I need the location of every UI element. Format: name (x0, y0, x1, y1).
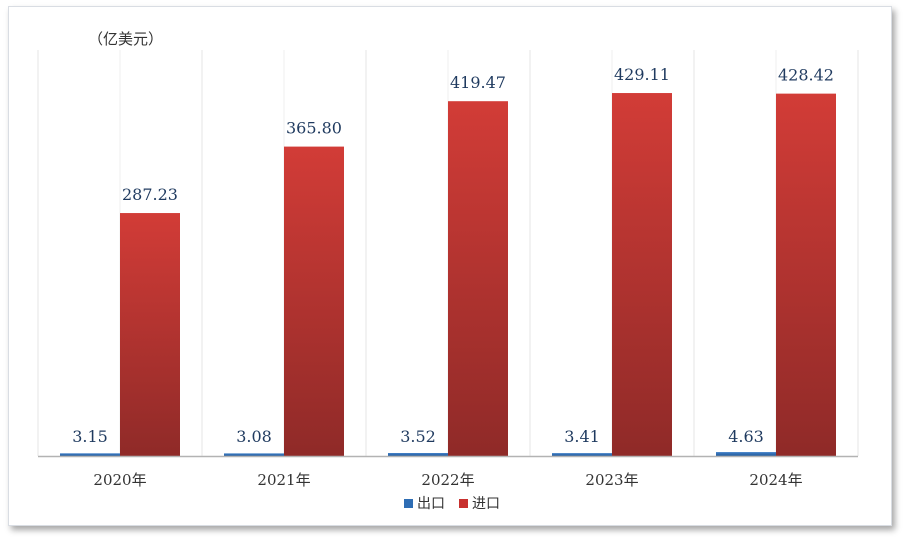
data-label-export: 3.52 (400, 427, 436, 446)
bar-import (284, 146, 344, 456)
bar-import (448, 101, 508, 456)
bar-import (612, 93, 672, 456)
bar-export (388, 453, 448, 456)
bar-export (60, 453, 120, 456)
legend-swatch-export (404, 498, 413, 508)
bar-export (552, 453, 612, 456)
x-tick-label: 2022年 (421, 471, 474, 489)
legend-item-export: 出口 (404, 493, 445, 513)
legend-label-export: 出口 (417, 496, 445, 512)
unit-label: （亿美元） (88, 30, 164, 48)
data-label-export: 3.41 (564, 427, 600, 446)
data-label-import: 419.47 (450, 73, 506, 92)
data-label-import: 365.80 (286, 119, 342, 138)
legend: 出口 进口 (0, 493, 904, 513)
data-label-export: 3.08 (236, 427, 272, 446)
bar-export (224, 453, 284, 456)
x-tick-label: 2024年 (749, 471, 802, 489)
data-label-export: 3.15 (72, 427, 108, 446)
bar-export (716, 452, 776, 456)
legend-swatch-import (459, 498, 468, 508)
data-label-export: 4.63 (728, 427, 764, 446)
data-label-import: 429.11 (614, 65, 670, 84)
bar-import (120, 213, 180, 456)
data-label-import: 287.23 (122, 185, 178, 204)
x-tick-label: 2020年 (93, 471, 146, 489)
bar-import (776, 93, 836, 456)
legend-item-import: 进口 (459, 493, 500, 513)
legend-label-import: 进口 (472, 496, 500, 512)
data-label-import: 428.42 (778, 66, 834, 85)
x-tick-label: 2021年 (257, 471, 310, 489)
x-tick-label: 2023年 (585, 471, 638, 489)
